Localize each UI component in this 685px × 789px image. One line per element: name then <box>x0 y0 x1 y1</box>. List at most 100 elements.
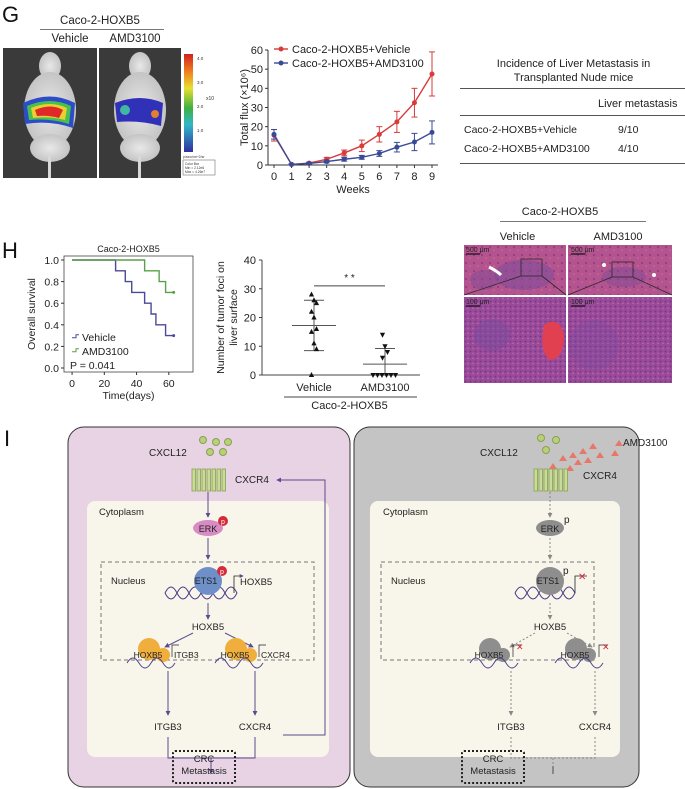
imaging-label-amd3100: AMD3100 <box>109 33 161 45</box>
table-cell-group: Caco-2-HOXB5+AMD3100 <box>464 143 590 155</box>
survival-curve-chart: Caco-2-HOXB5 0.0 0.2 0.4 0.6 0.8 1.0 0 20 40 60 Tim… <box>26 244 194 402</box>
svg-text:p: p <box>221 519 225 526</box>
left-cell-active: CXCL12 CXCR4 Cytoplasm ERK p Nucleus ETS… <box>67 426 351 788</box>
x-category-label: AMD3100 <box>361 382 410 394</box>
svg-text:✕: ✕ <box>516 642 524 652</box>
y-tick-label: 60 <box>251 45 263 57</box>
survival-curve-1 <box>72 259 174 294</box>
scale-bar-label: 100 μm <box>571 299 595 306</box>
x-axis-label: Time(days) <box>102 390 154 402</box>
mouse-image-amd3100 <box>99 48 181 178</box>
table-top-rule <box>460 88 685 89</box>
x-tick-label: 0 <box>69 378 75 390</box>
right-cell-inhibited: CXCL12 AMD3100 CXCR4 Cytoplasm ERK p Nuc… <box>353 426 668 788</box>
x-tick-label: 8 <box>411 171 417 183</box>
data-point <box>271 131 277 137</box>
svg-text:Min = 2.12e6: Min = 2.12e6 <box>185 166 204 170</box>
table-title-line1: Incidence of Liver Metastasis in <box>496 58 651 70</box>
table-cell-value: 9/10 <box>618 124 639 136</box>
left-outcome-box: CRC Metastasis <box>172 750 236 784</box>
data-point <box>379 332 386 338</box>
y-tick-label: 20 <box>251 122 263 134</box>
ligand-label: CXCL12 <box>149 448 187 459</box>
data-point <box>308 291 315 297</box>
receptor-label: CXCR4 <box>583 471 617 482</box>
phospho-icon <box>218 516 228 526</box>
imaging-group-title: Caco-2-HOXB5 <box>60 15 140 27</box>
x-category-label: Vehicle <box>296 382 331 394</box>
imaging-label-vehicle: Vehicle <box>51 33 89 45</box>
receptor-label: CXCR4 <box>235 475 269 486</box>
hoxb5-protein-icon <box>138 638 160 660</box>
phospho-icon: p <box>563 566 569 577</box>
legend-swatch <box>72 348 79 353</box>
target-gene-label: CXCR4 <box>261 650 290 660</box>
data-point <box>308 372 315 377</box>
legend-swatch <box>72 334 79 339</box>
blocked-transcription-icon: ✕ <box>578 572 586 583</box>
data-point <box>324 159 330 165</box>
scale-bar-label: 500 μm <box>466 247 490 254</box>
series-line-0 <box>273 73 433 166</box>
y-axis-label: Overall survival <box>26 278 38 350</box>
colorbar-caption: p/sec/cm^2/sr <box>183 155 205 159</box>
y-tick-label: 30 <box>244 284 256 296</box>
svg-text:ETS1: ETS1 <box>537 576 560 586</box>
histology-label-vehicle: Vehicle <box>499 231 536 243</box>
data-point <box>289 161 295 167</box>
hoxb5-protein-icon <box>225 638 247 660</box>
data-point <box>313 326 320 331</box>
data-point <box>379 373 385 378</box>
legend-marker <box>278 60 284 66</box>
y-tick-label: 50 <box>251 64 263 76</box>
target-gene-label: ITGB3 <box>174 650 199 660</box>
histology-low-vehicle: 500 μm <box>464 245 567 296</box>
x-axis-label: Weeks <box>336 184 370 196</box>
legend-label: Caco-2-HOXB5+Vehicle <box>292 44 410 56</box>
cxcl12-ligand-icon <box>199 436 232 456</box>
cytoplasm-label: Cytoplasm <box>99 507 144 518</box>
x-tick-label: 6 <box>376 171 382 183</box>
histology-group-title: Caco-2-HOXB5 <box>521 206 599 218</box>
data-point <box>411 100 417 106</box>
svg-text:ERK: ERK <box>541 524 560 534</box>
data-point <box>384 350 391 355</box>
svg-text:HOXB5: HOXB5 <box>561 650 590 660</box>
outcome-label: CRC <box>193 754 215 765</box>
y-tick-label: 20 <box>244 313 256 325</box>
colorbar-tick: 4.0 <box>197 56 204 61</box>
x-tick-label: 3 <box>324 171 330 183</box>
data-point <box>311 340 317 346</box>
table-title-line2: Transplanted Nude mice <box>513 72 634 84</box>
series-line-1 <box>273 131 433 166</box>
x-tick-label: 7 <box>394 171 400 183</box>
hoxb5-label: HOXB5 <box>534 622 566 633</box>
y-axis-label: Number of tumor foci on <box>215 261 227 374</box>
cxcr4-receptor-icon <box>533 468 568 492</box>
mouse-image-vehicle <box>3 48 97 178</box>
significance-label: * * <box>344 273 355 284</box>
data-point <box>429 71 435 77</box>
table-cell-value: 4/10 <box>618 143 639 155</box>
y-axis-label: Total flux (×10⁶) <box>239 69 251 146</box>
histology-group-divider <box>500 221 646 222</box>
y-tick-label: 10 <box>244 341 256 353</box>
x-tick-label: 1 <box>288 171 294 183</box>
histology-low-amd3100: 500 μm <box>567 245 673 296</box>
data-point <box>370 373 376 378</box>
p-value-annotation: P = 0.041 <box>70 360 115 372</box>
data-point <box>359 143 365 149</box>
erk-protein-icon <box>193 520 223 536</box>
data-point <box>379 355 386 361</box>
data-point <box>383 373 390 378</box>
nucleus-label: Nucleus <box>391 576 426 587</box>
x-tick-label: 60 <box>163 378 175 390</box>
chart-title: Caco-2-HOXB5 <box>97 244 160 254</box>
legend-marker <box>278 46 284 52</box>
data-point <box>411 139 417 145</box>
output-label: CXCR4 <box>579 722 611 733</box>
ligand-label: CXCL12 <box>480 448 518 459</box>
y-tick-label: 40 <box>244 255 256 267</box>
x-tick-label: 40 <box>131 378 143 390</box>
data-point <box>341 156 347 162</box>
